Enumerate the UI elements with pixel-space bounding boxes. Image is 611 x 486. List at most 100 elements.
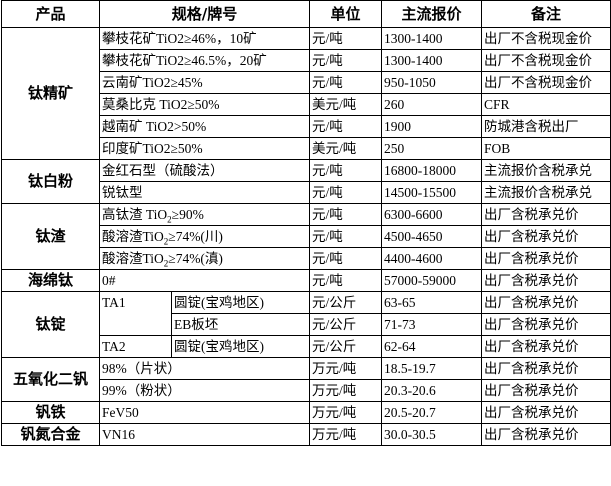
note-cell: 出厂含税承兑价	[481, 335, 611, 358]
table-row: 钛锭 TA1 圆锭(宝鸡地区) 元/公斤 63-65 出厂含税承兑价	[1, 291, 611, 358]
spec-cell: 云南矿TiO2≥45%	[98, 71, 311, 94]
spec-text: 99%（粉状）	[102, 383, 181, 398]
price-cell: 6300-6600	[381, 203, 483, 226]
note-cell: CFR	[481, 93, 611, 116]
table-row: 钒氮合金 VN16 万元/吨 30.0-30.5 出厂含税承兑价	[1, 423, 611, 446]
price-cell: 20.3-20.6	[381, 379, 483, 402]
spec-text: 酸溶渣TiO	[102, 229, 164, 244]
table-row: 印度矿TiO2≥50% 美元/吨 250 FOB	[2, 137, 611, 160]
table-row: 云南矿TiO2≥45% 元/吨 950-1050 出厂不含税现金价	[2, 71, 611, 94]
unit-cell: 万元/吨	[309, 357, 383, 380]
table-row: 五氧化二钒 98%（片状） 万元/吨 18.5-19.7 出厂含税承兑价	[1, 357, 611, 402]
spec-cell: 锐钛型	[98, 181, 311, 204]
header-product: 产品	[1, 0, 100, 28]
note-cell: 出厂含税承兑价	[481, 313, 611, 336]
unit-cell: 元/吨	[309, 181, 383, 204]
unit-cell: 元/吨	[309, 203, 383, 226]
price-cell: 30.0-30.5	[381, 423, 483, 446]
note-cell: 出厂含税承兑价	[481, 203, 611, 226]
grade-cell: TA1	[99, 291, 172, 336]
unit-cell: 美元/吨	[309, 93, 383, 116]
note-cell: 出厂不含税现金价	[481, 71, 611, 94]
table-row: 越南矿 TiO2>50% 元/吨 1900 防城港含税出厂	[2, 115, 611, 138]
spec-text: 2	[163, 236, 169, 247]
spec-text: 酸溶渣TiO	[102, 251, 164, 266]
spec-cell: 印度矿TiO2≥50%	[98, 137, 311, 160]
product-cell: 钒铁	[1, 401, 100, 424]
unit-cell: 万元/吨	[309, 379, 383, 402]
form-cell: EB板坯	[170, 313, 311, 336]
product-cell: 钛渣	[1, 203, 100, 270]
unit-cell: 万元/吨	[309, 401, 383, 424]
unit-cell: 元/公斤	[309, 291, 383, 314]
table-row: 钛精矿 攀枝花矿TiO2≥46%，10矿 元/吨 1300-1400 出厂不含税现金价	[1, 27, 611, 160]
table-body: 钛精矿 攀枝花矿TiO2≥46%，10矿 元/吨 1300-1400 出厂不含税现金价攀…	[1, 27, 611, 446]
price-cell: 4500-4650	[381, 225, 483, 248]
spec-cell: 98%（片状）	[98, 357, 311, 380]
spec-text: 攀枝花矿TiO2≥46%，10矿	[102, 31, 257, 46]
form-cell: 圆锭(宝鸡地区)	[170, 335, 311, 358]
table-row: 钛渣 高钛渣 TiO2≥90% 元/吨 6300-6600 出厂含税承兑价	[1, 203, 611, 270]
note-cell: 出厂不含税现金价	[481, 49, 611, 72]
spec-text: FeV50	[102, 405, 139, 420]
product-cell: 钒氮合金	[1, 423, 100, 446]
table-row: 99%（粉状） 万元/吨 20.3-20.6 出厂含税承兑价	[2, 379, 611, 402]
spec-text: 印度矿TiO2≥50%	[102, 141, 203, 156]
note-cell: 出厂含税承兑价	[481, 291, 611, 314]
table-row: 钛白粉 金红石型（硫酸法） 元/吨 16800-18000 主流报价含税承兑	[1, 159, 611, 204]
price-cell: 63-65	[381, 291, 483, 314]
product-cell: 钛精矿	[1, 27, 100, 160]
price-cell: 57000-59000	[381, 269, 483, 292]
unit-cell: 元/吨	[309, 115, 383, 138]
spec-text: ≥74%(川)	[168, 229, 223, 244]
unit-cell: 元/吨	[309, 159, 383, 182]
spec-text: 金红石型（硫酸法）	[102, 163, 224, 178]
form-cell: 圆锭(宝鸡地区)	[170, 291, 311, 314]
spec-text: 98%（片状）	[102, 361, 181, 376]
price-cell: 18.5-19.7	[381, 357, 483, 380]
product-cell: 海绵钛	[1, 269, 100, 292]
note-cell: 出厂含税承兑价	[481, 225, 611, 248]
spec-cell: 酸溶渣TiO2≥74%(川)	[98, 225, 311, 248]
price-cell: 260	[381, 93, 483, 116]
price-cell: 950-1050	[381, 71, 483, 94]
table-row: 莫桑比克 TiO2≥50% 美元/吨 260 CFR	[2, 93, 611, 116]
spec-cell: 攀枝花矿TiO2≥46.5%，20矿	[98, 49, 311, 72]
unit-cell: 元/吨	[309, 225, 383, 248]
spec-cell: VN16	[98, 423, 311, 446]
price-cell: 1900	[381, 115, 483, 138]
spec-cell: 攀枝花矿TiO2≥46%，10矿	[98, 27, 311, 50]
spec-text: 2	[167, 214, 172, 225]
note-cell: 主流报价含税承兑	[481, 159, 611, 182]
spec-cell: 莫桑比克 TiO2≥50%	[98, 93, 311, 116]
header-row: 产品 规格/牌号 单位 主流报价 备注	[1, 0, 611, 28]
spec-cell: 酸溶渣TiO2≥74%(滇)	[98, 247, 311, 270]
unit-cell: 元/吨	[309, 247, 383, 270]
price-cell: 62-64	[381, 335, 483, 358]
spec-text: ≥90%	[171, 207, 204, 222]
note-cell: 出厂含税承兑价	[481, 423, 611, 446]
header-note: 备注	[481, 0, 611, 28]
unit-cell: 美元/吨	[309, 137, 383, 160]
table-row: 海绵钛 0# 元/吨 57000-59000 出厂含税承兑价	[1, 269, 611, 292]
spec-text: ≥74%(滇)	[168, 251, 223, 266]
spec-cell: FeV50	[98, 401, 311, 424]
product-cell: 钛白粉	[1, 159, 100, 204]
note-cell: 出厂含税承兑价	[481, 379, 611, 402]
note-cell: 出厂含税承兑价	[481, 357, 611, 380]
table-row: EB板坯 元/公斤 71-73 出厂含税承兑价	[2, 313, 611, 336]
table-row: 攀枝花矿TiO2≥46.5%，20矿 元/吨 1300-1400 出厂不含税现金价	[2, 49, 611, 72]
spec-text: 0#	[102, 273, 116, 288]
price-cell: 16800-18000	[381, 159, 483, 182]
spec-text: 2	[163, 258, 169, 269]
price-cell: 4400-4600	[381, 247, 483, 270]
note-cell: 主流报价含税承兑	[481, 181, 611, 204]
price-cell: 71-73	[381, 313, 483, 336]
spec-text: 莫桑比克 TiO2≥50%	[102, 97, 220, 112]
unit-cell: 元/公斤	[309, 335, 383, 358]
product-cell: 五氧化二钒	[1, 357, 100, 402]
unit-cell: 元/吨	[309, 71, 383, 94]
note-cell: 出厂含税承兑价	[481, 401, 611, 424]
unit-cell: 元/吨	[309, 269, 383, 292]
spec-text: VN16	[102, 427, 135, 442]
